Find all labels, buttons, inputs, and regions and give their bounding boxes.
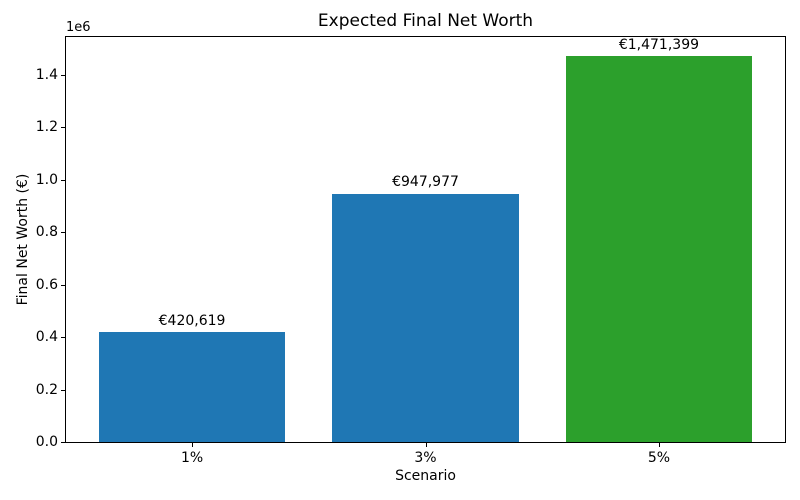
y-tick-mark <box>61 75 65 76</box>
x-tick-label: 1% <box>180 450 204 466</box>
bar-5% <box>565 56 753 442</box>
y-tick-label: 1.0 <box>35 171 58 188</box>
y-tick-mark <box>61 389 65 391</box>
axes-area: €420,619 €947,977 €1,471,399 <box>65 36 786 443</box>
bar-value-label: €947,977 <box>392 174 459 191</box>
x-tick-mark <box>658 443 660 447</box>
y-tick-mark <box>61 442 65 443</box>
bar-3% <box>332 193 519 442</box>
y-tick-mark <box>61 127 65 129</box>
bar-value-label: €420,619 <box>158 312 226 329</box>
y-tick-label: 0.4 <box>35 329 58 346</box>
y-tick-label: 0.6 <box>35 276 58 293</box>
x-tick-mark <box>425 443 427 447</box>
y-tick-mark <box>61 284 65 286</box>
chart-title: Expected Final Net Worth <box>317 11 534 31</box>
y-tick-mark <box>61 179 65 181</box>
y-tick-label: 0.0 <box>35 434 58 450</box>
bar-value-label: €1,471,399 <box>618 37 700 54</box>
x-axis-label: Scenario <box>395 468 456 484</box>
y-tick-label: 1.2 <box>35 119 58 136</box>
y-axis-offset-label: 1e6 <box>66 20 91 35</box>
y-tick-mark <box>61 232 65 234</box>
x-tick-mark <box>192 443 194 447</box>
y-tick-label: 0.2 <box>35 381 58 398</box>
x-tick-label: 3% <box>414 450 437 466</box>
y-tick-mark <box>61 337 65 339</box>
bar-1% <box>98 331 286 442</box>
y-tick-label: 0.8 <box>35 224 58 241</box>
x-tick-label: 5% <box>647 450 671 466</box>
y-tick-label: 1.4 <box>35 67 58 83</box>
